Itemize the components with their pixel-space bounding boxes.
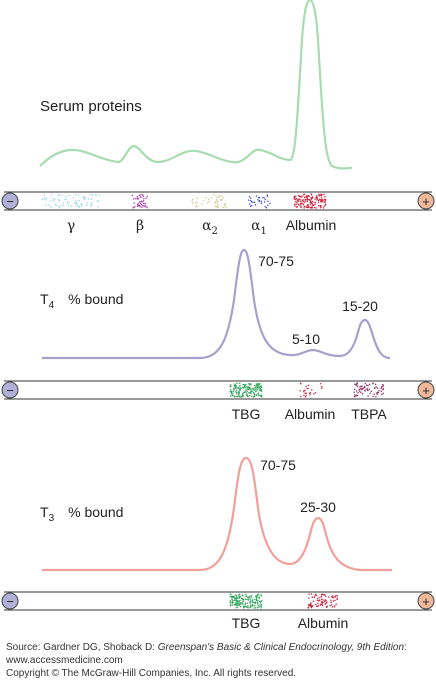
t3-band-label-albumin: Albumin [298, 615, 349, 631]
t3-title: T3 % bound [40, 504, 123, 524]
t3-band-label-tbg: TBG [232, 615, 261, 631]
t3-peak-label-tbg: 70-75 [260, 457, 296, 473]
plus-sign: + [422, 194, 430, 209]
serum-band-dots [41, 193, 327, 209]
serum-proteins-title: Serum proteins [40, 98, 142, 115]
book-title: Greenspan's Basic & Clinical Endocrinolo… [157, 642, 405, 653]
band-label-alpha1: α1 [251, 218, 267, 237]
band-tbg [229, 593, 263, 609]
source-line: Source: Gardner DG, Shoback D: Greenspan… [6, 641, 434, 667]
t3-title-suffix: % bound [68, 504, 123, 520]
t4-title-suffix: % bound [68, 291, 123, 307]
t4-band-label-tbpa: TBPA [351, 406, 387, 422]
band-beta [131, 193, 149, 209]
band-label-albumin: Albumin [286, 217, 337, 233]
negative-electrode-circle [1, 592, 19, 610]
t4-band-label-albumin: Albumin [285, 406, 336, 422]
band-label-beta: β [136, 218, 144, 234]
band-gamma [41, 193, 101, 209]
t4-band-dots [229, 382, 385, 398]
positive-electrode-circle [417, 192, 435, 210]
positive-electrode-circle [417, 592, 435, 610]
electrode-positive: + [417, 192, 435, 210]
band-label-gamma: γ [67, 218, 75, 234]
minus-sign: − [6, 594, 14, 609]
plus-sign: + [422, 594, 430, 609]
panel-serum-proteins: Serum proteins − + γ β α2 α1 Albumin [1, 0, 435, 237]
t3-binding-curve [42, 456, 392, 572]
t4-band-label-tbg: TBG [232, 406, 261, 422]
copyright-line: Copyright © The McGraw-Hill Companies, I… [6, 668, 297, 679]
band-albumin [293, 193, 327, 209]
source-prefix: Source: Gardner DG, Shoback D: [6, 642, 158, 653]
alpha2-subscript: 2 [212, 226, 218, 237]
negative-electrode-circle [1, 192, 19, 210]
t4-peak-label-albumin: 5-10 [292, 331, 320, 347]
positive-electrode-circle [417, 381, 435, 399]
alpha1-subscript: 1 [261, 226, 267, 237]
band-albumin [307, 593, 338, 609]
minus-sign: − [6, 194, 14, 209]
band-tbg [229, 382, 263, 398]
t4-title-letter: T [40, 291, 49, 307]
alpha1-symbol: α [251, 218, 261, 234]
panel-t4-bound: T4 % bound 70-75 5-10 15-20 − + TBG Album… [1, 248, 435, 422]
electrode-positive: + [417, 592, 435, 610]
t3-title-subscript: 3 [49, 513, 55, 524]
band-alpha2 [191, 193, 227, 209]
t4-peak-label-tbg: 70-75 [258, 253, 294, 269]
electrode-negative: − [1, 192, 19, 210]
t3-title-letter: T [40, 504, 49, 520]
t3-band-dots [229, 593, 338, 609]
electrode-negative: − [1, 381, 19, 399]
electrode-positive: + [417, 381, 435, 399]
figure-footer: Source: Gardner DG, Shoback D: Greenspan… [6, 641, 434, 680]
band-label-alpha2: α2 [202, 218, 218, 237]
negative-electrode-circle [1, 381, 19, 399]
t4-title-subscript: 4 [49, 300, 55, 311]
t4-binding-curve [42, 248, 391, 360]
serum-protein-curve [39, 0, 353, 170]
panel-t3-bound: T3 % bound 70-75 25-30 − + TBG Albumin [1, 456, 435, 631]
minus-sign: − [6, 383, 14, 398]
plus-sign: + [422, 383, 430, 398]
t4-title: T4 % bound [40, 291, 123, 311]
band-alpha1 [247, 194, 271, 209]
source-url: : www.accessmedicine.com [6, 642, 407, 666]
band-albumin [299, 382, 323, 398]
t3-peak-label-albumin: 25-30 [300, 499, 336, 515]
electrode-negative: − [1, 592, 19, 610]
t4-peak-label-tbpa: 15-20 [342, 298, 378, 314]
alpha2-symbol: α [202, 218, 212, 234]
band-tbpa [353, 382, 385, 398]
